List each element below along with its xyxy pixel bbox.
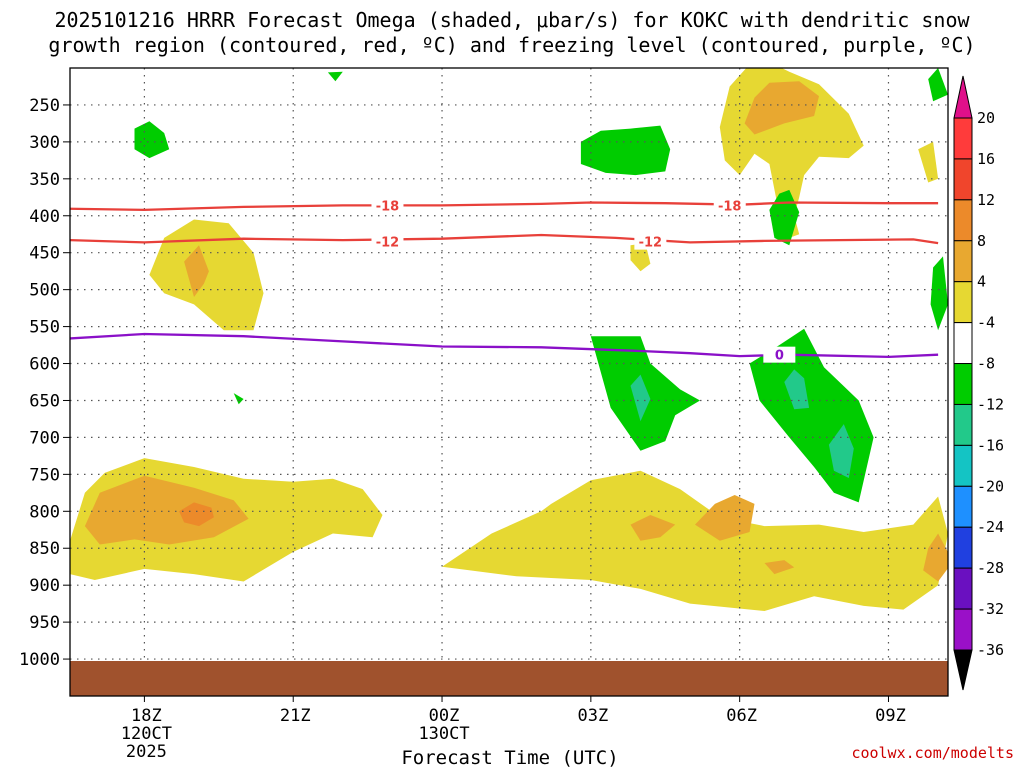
x-tick-label-0-2: 2025 <box>126 742 167 762</box>
omega-region-neg4-15 <box>233 393 244 405</box>
colorbar-label-7: -12 <box>977 395 1004 413</box>
x-tick-label-2-1: 130CT <box>418 724 469 744</box>
omega-region-pos8-8 <box>744 81 819 135</box>
colorbar-label-4: 4 <box>977 273 986 291</box>
colorbar-label-3: 8 <box>977 232 986 250</box>
colorbar-segment-0 <box>953 117 973 160</box>
omega-region-neg8-24 <box>784 369 810 410</box>
colorbar-label-1: 16 <box>977 150 995 168</box>
colorbar-segment-8 <box>953 444 973 487</box>
omega-region-neg4-16 <box>327 71 343 82</box>
omega-region-neg4-14 <box>134 121 170 159</box>
credit-text[interactable]: coolwx.com/modelts <box>851 744 1014 762</box>
colorbar-segment-1 <box>953 158 973 201</box>
omega-region-neg4-22 <box>930 256 948 331</box>
colorbar-segment-10 <box>953 526 973 569</box>
contour-line-freezing-level <box>70 332 939 359</box>
x-axis-label: Forecast Time (UTC) <box>401 747 618 768</box>
contour-line-dgz-minus18 <box>70 201 939 212</box>
x-tick-label-0-1: 120CT <box>121 724 172 744</box>
x-tick-label-1-0: 21Z <box>280 706 311 726</box>
omega-region-pos8-12 <box>923 533 948 582</box>
omega-region-pos4-2 <box>442 470 948 611</box>
colorbar-top-arrow <box>953 75 973 119</box>
x-tick-label-4-0: 06Z <box>726 706 757 726</box>
colorbar-segment-3 <box>953 240 973 283</box>
contour-label-bg-dgz-minus12-0 <box>371 233 404 250</box>
chart-title-line-1: 2025101216 HRRR Forecast Omega (shaded, … <box>54 8 970 32</box>
omega-region-pos8-11 <box>764 560 795 575</box>
colorbar-segment-11 <box>953 567 973 610</box>
contour-label-dgz-minus12-1: -12 <box>639 236 663 251</box>
colorbar-bottom-arrow <box>953 649 973 691</box>
chart-title-line-2: growth region (contoured, red, ºC) and f… <box>48 33 975 57</box>
y-tick-label-900: 900 <box>29 576 60 596</box>
colorbar-label-10: -24 <box>977 518 1004 536</box>
surface-band <box>70 661 948 696</box>
omega-region-pos8-9 <box>630 515 676 541</box>
colorbar-segment-9 <box>953 485 973 528</box>
omega-shading-layer <box>70 68 948 611</box>
y-tick-label-250: 250 <box>29 96 60 116</box>
colorbar: 20 16 12 8 4 -4 -8 -12 -16 -20 -24 -28 -32 -36 <box>953 75 1004 691</box>
contour-label-bg-freezing-level-0 <box>763 346 796 363</box>
x-tick-label-5-0: 09Z <box>875 706 906 726</box>
omega-region-neg4-21 <box>928 68 948 102</box>
y-tick-label-650: 650 <box>29 391 60 411</box>
colorbar-segment-7 <box>953 403 973 446</box>
omega-region-pos8-7 <box>184 245 209 297</box>
colorbar-label-11: -28 <box>977 559 1004 577</box>
colorbar-segment-4 <box>953 281 973 324</box>
y-tick-label-800: 800 <box>29 502 60 522</box>
contour-layer: -18 -18 -12 -12 0 <box>70 197 939 364</box>
plot-area: -18 -18 -12 -12 0 <box>69 67 949 697</box>
colorbar-label-13: -36 <box>977 641 1004 659</box>
plot-frame <box>69 67 949 697</box>
contour-line-dgz-minus12 <box>70 233 939 245</box>
colorbar-segment-12 <box>953 608 973 651</box>
omega-region-neg8-23 <box>630 374 651 422</box>
y-tick-label-500: 500 <box>29 281 60 301</box>
contour-label-bg-dgz-minus12-1 <box>634 233 667 250</box>
y-tick-label-450: 450 <box>29 244 60 264</box>
omega-region-pos12-13 <box>179 502 214 527</box>
y-tick-label-950: 950 <box>29 613 60 633</box>
contour-label-bg-dgz-minus18-0 <box>371 197 404 214</box>
pressure-axis: 250 300 350 400 450 500 550 600 650 700 750 800 850 9… <box>19 96 70 670</box>
colorbar-segment-2 <box>953 199 973 242</box>
omega-region-pos4-3 <box>630 243 651 272</box>
colorbar-label-5: -4 <box>977 314 995 332</box>
y-tick-label-1000: 1000 <box>19 650 60 670</box>
x-tick-label-3-0: 03Z <box>577 706 608 726</box>
contour-label-dgz-minus18-0: -18 <box>376 199 400 214</box>
contour-label-freezing-level-0: 0 <box>775 349 784 364</box>
y-tick-label-850: 850 <box>29 539 60 559</box>
contour-label-dgz-minus12-0: -12 <box>376 236 400 251</box>
colorbar-segment-5 <box>953 322 973 365</box>
y-tick-label-550: 550 <box>29 318 60 338</box>
y-tick-label-600: 600 <box>29 355 60 375</box>
y-tick-label-350: 350 <box>29 170 60 190</box>
contour-label-dgz-minus18-1: -18 <box>718 199 742 214</box>
x-tick-label-0-0: 18Z <box>131 706 162 726</box>
colorbar-label-9: -20 <box>977 477 1004 495</box>
omega-region-pos4-5 <box>918 141 939 183</box>
omega-region-pos8-6 <box>84 475 249 545</box>
x-tick-label-2-0: 00Z <box>429 706 460 726</box>
colorbar-label-2: 12 <box>977 191 995 209</box>
omega-region-neg4-17 <box>580 125 671 176</box>
colorbar-label-0: 20 <box>977 109 995 127</box>
y-tick-label-700: 700 <box>29 428 60 448</box>
y-tick-label-400: 400 <box>29 207 60 227</box>
colorbar-label-6: -8 <box>977 355 995 373</box>
contour-label-bg-dgz-minus18-1 <box>713 197 746 214</box>
omega-region-pos8-10 <box>695 495 755 541</box>
colorbar-label-12: -32 <box>977 600 1004 618</box>
y-tick-label-300: 300 <box>29 133 60 153</box>
colorbar-label-8: -16 <box>977 436 1004 454</box>
colorbar-segment-6 <box>953 363 973 405</box>
y-tick-label-750: 750 <box>29 465 60 485</box>
